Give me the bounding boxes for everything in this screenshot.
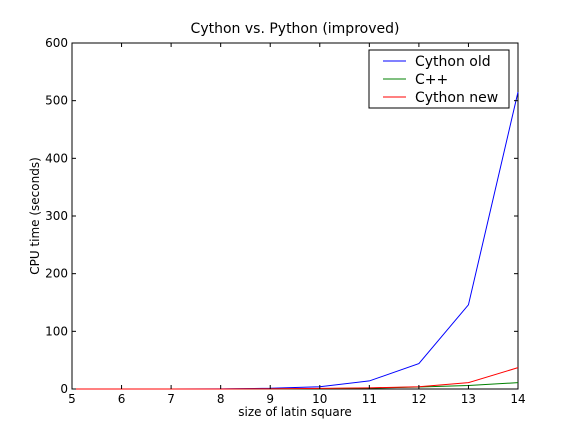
y-tick-label: 200 (45, 267, 68, 281)
y-tick-label: 400 (45, 151, 68, 165)
tick-layer: 5 6 7 8 9 10 11 12 13 14 0 100 200 300 400 500 600 (45, 36, 526, 406)
x-tick-label: 9 (266, 392, 274, 406)
x-tick-label: 11 (362, 392, 377, 406)
x-tick-label: 13 (461, 392, 476, 406)
x-tick-label: 10 (312, 392, 327, 406)
x-tick-label: 8 (217, 392, 225, 406)
y-tick-label: 0 (60, 382, 68, 396)
x-tick-label: 6 (118, 392, 126, 406)
series-line-cython-new (72, 367, 519, 390)
x-tick-label: 5 (68, 392, 76, 406)
legend-label: Cython old (415, 54, 491, 70)
legend: Cython old C++ Cython new (368, 49, 510, 109)
y-tick-label: 600 (45, 36, 68, 50)
y-axis-label: CPU time (seconds) (28, 157, 42, 275)
chart-title: Cython vs. Python (improved) (191, 21, 400, 37)
x-tick-label: 12 (411, 392, 426, 406)
x-tick-label: 14 (510, 392, 525, 406)
series-layer (72, 91, 519, 390)
y-tick-label: 100 (45, 324, 68, 338)
y-tick-label: 500 (45, 94, 68, 108)
legend-label: C++ (415, 72, 448, 88)
x-tick-label: 7 (167, 392, 175, 406)
legend-label: Cython new (415, 90, 498, 106)
y-tick-label: 300 (45, 209, 68, 223)
x-axis-label: size of latin square (238, 405, 352, 419)
